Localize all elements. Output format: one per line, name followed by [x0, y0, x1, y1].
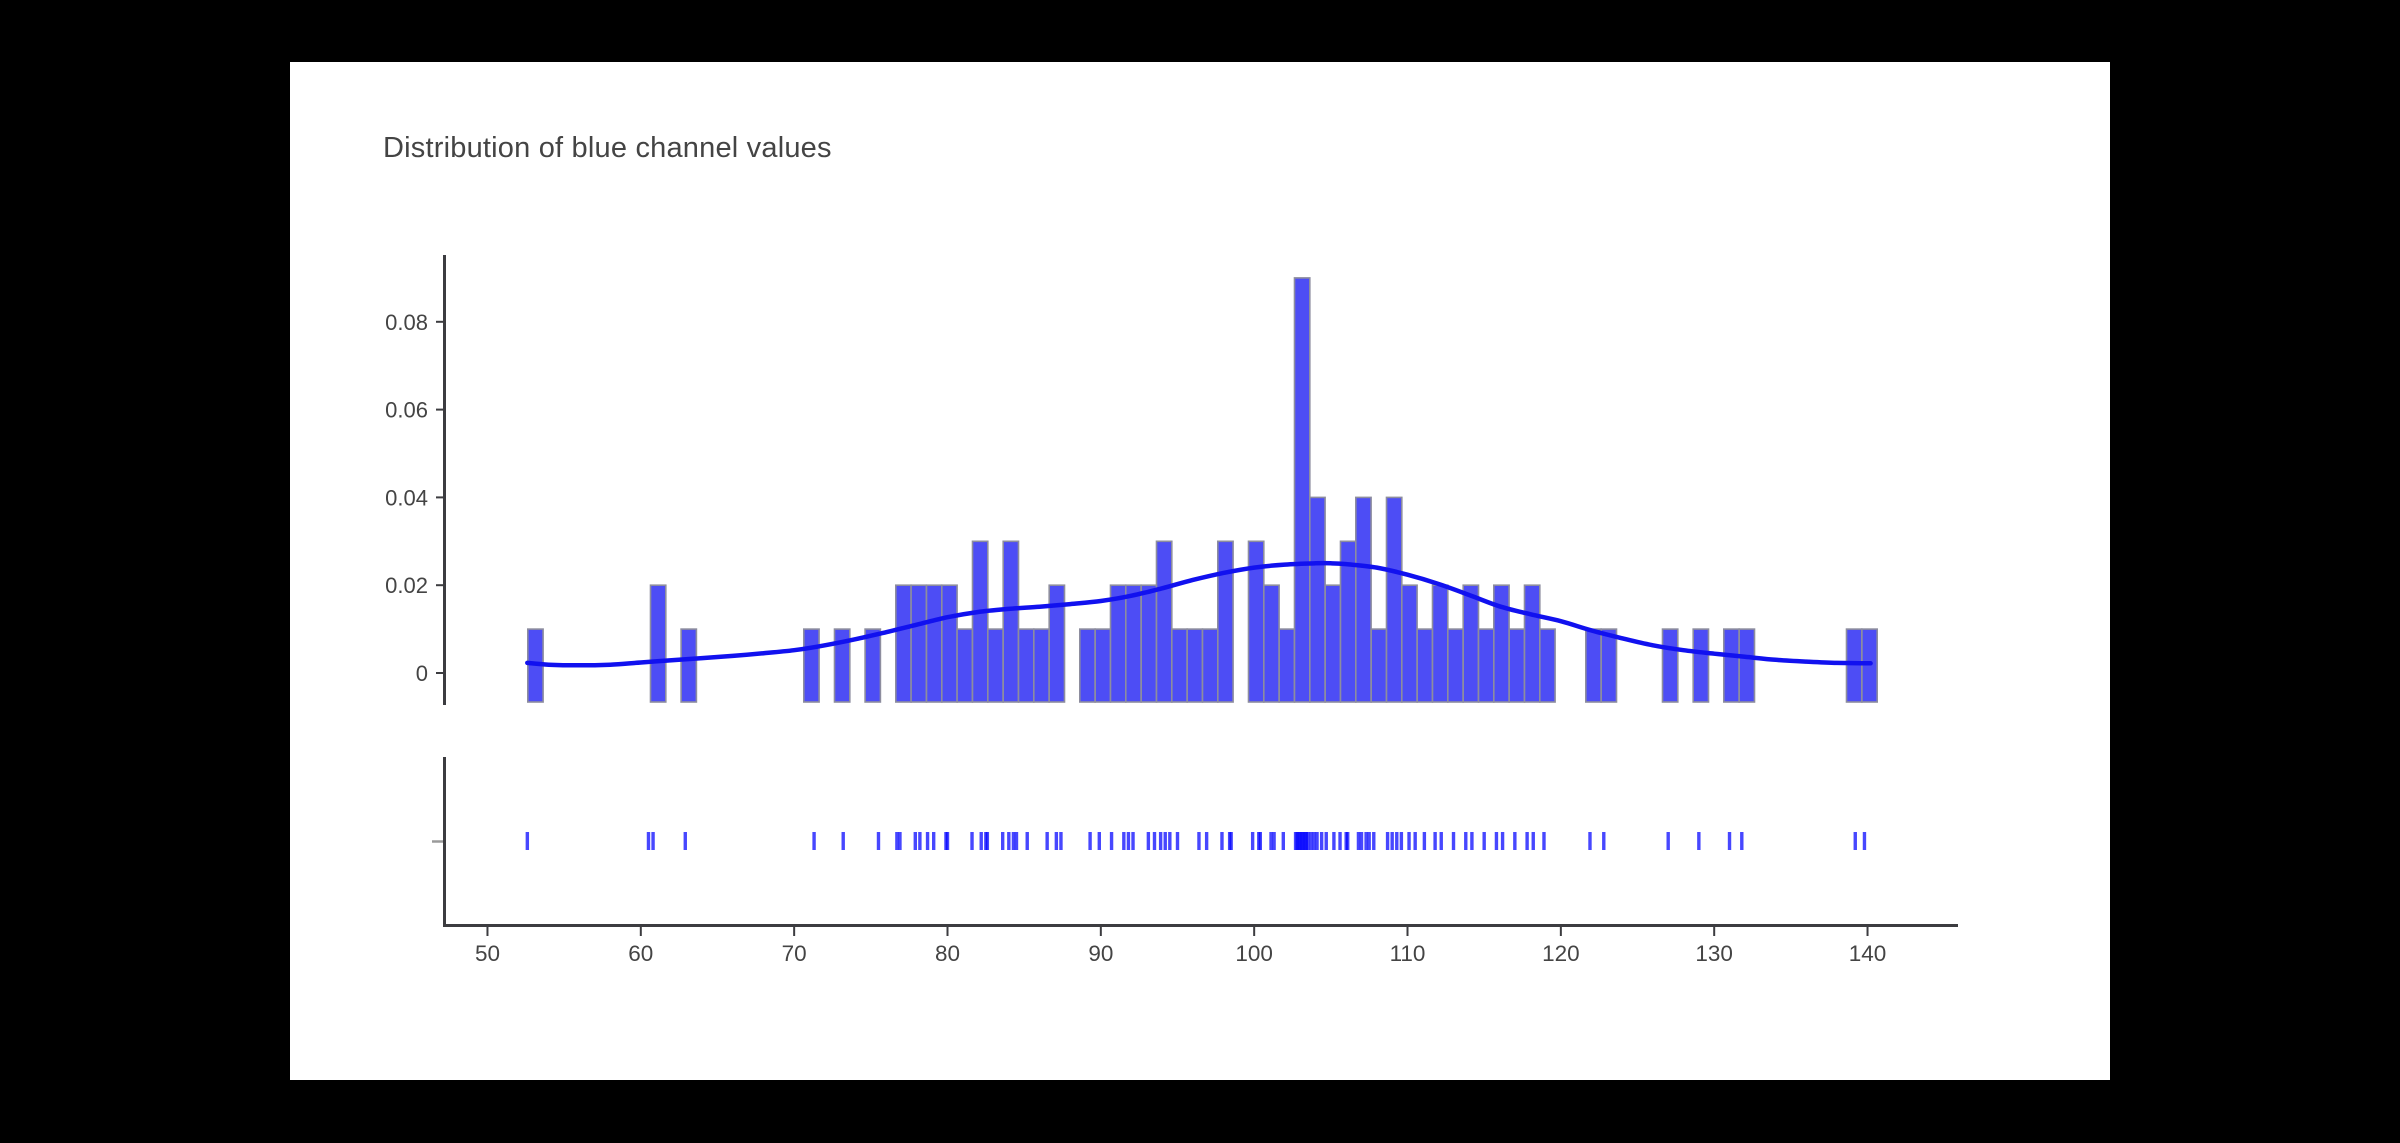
- histogram-bar[interactable]: [1278, 628, 1296, 703]
- histogram-bar[interactable]: [1539, 628, 1556, 703]
- histogram-bar[interactable]: [1293, 277, 1311, 703]
- histogram-bar[interactable]: [680, 628, 698, 703]
- histogram-bar[interactable]: [1263, 584, 1280, 703]
- histogram-bar[interactable]: [1324, 584, 1342, 703]
- histogram-bar[interactable]: [1033, 628, 1050, 703]
- histogram-bar[interactable]: [1723, 628, 1740, 703]
- chart-title: Distribution of blue channel values: [383, 132, 832, 164]
- x-tick-label: 60: [628, 941, 653, 966]
- histogram-bar[interactable]: [1431, 584, 1449, 703]
- histogram-bar[interactable]: [1355, 496, 1372, 703]
- histogram-bar[interactable]: [1845, 628, 1863, 703]
- histogram-bar[interactable]: [1186, 628, 1204, 703]
- histogram-bar[interactable]: [1309, 496, 1326, 703]
- histogram-bar[interactable]: [1002, 540, 1020, 703]
- histogram-bar[interactable]: [1079, 628, 1096, 703]
- histogram-bar[interactable]: [1692, 628, 1710, 703]
- histogram-bar[interactable]: [802, 628, 820, 703]
- x-tick-label: 70: [782, 941, 807, 966]
- histogram-bar[interactable]: [1447, 628, 1464, 703]
- histogram-bar[interactable]: [1493, 584, 1510, 703]
- histogram-bar[interactable]: [1109, 584, 1127, 703]
- figure-card: [290, 62, 2110, 1080]
- histogram-bar[interactable]: [971, 540, 989, 703]
- histogram-bar[interactable]: [1401, 584, 1418, 703]
- histogram-bar[interactable]: [1048, 584, 1066, 703]
- histogram-bar[interactable]: [956, 628, 974, 703]
- y-tick-label: 0.08: [385, 310, 428, 335]
- x-tick-label: 80: [935, 941, 960, 966]
- y-tick-label: 0.06: [385, 398, 428, 423]
- x-tick-label: 140: [1849, 941, 1887, 966]
- histogram-bar[interactable]: [1508, 628, 1526, 703]
- histogram-bar[interactable]: [1217, 540, 1234, 703]
- histogram-bar[interactable]: [925, 584, 943, 703]
- histogram-bar[interactable]: [1661, 628, 1679, 703]
- y-tick-label: 0.02: [385, 573, 428, 598]
- x-tick-label: 130: [1695, 941, 1733, 966]
- histogram-bar[interactable]: [940, 584, 958, 703]
- histogram-bar[interactable]: [1017, 628, 1035, 703]
- histogram-bar[interactable]: [1140, 584, 1158, 703]
- x-tick-label: 50: [475, 941, 500, 966]
- histogram-bar[interactable]: [1477, 628, 1495, 703]
- histogram-bar[interactable]: [1370, 628, 1388, 703]
- histogram-bar[interactable]: [1585, 628, 1602, 703]
- x-tick-label: 100: [1235, 941, 1273, 966]
- histogram-bar[interactable]: [1385, 496, 1403, 703]
- histogram-bar[interactable]: [649, 584, 667, 703]
- histogram-bar[interactable]: [1523, 584, 1541, 703]
- histogram-bar[interactable]: [1861, 628, 1879, 703]
- histogram-bar[interactable]: [1094, 628, 1112, 703]
- histogram-bar[interactable]: [1462, 584, 1480, 703]
- histogram-bar[interactable]: [1171, 628, 1188, 703]
- histogram-bar[interactable]: [910, 584, 928, 703]
- kde-curve[interactable]: [525, 560, 1873, 668]
- histogram-bar[interactable]: [1201, 628, 1219, 703]
- histogram-bar[interactable]: [1600, 628, 1618, 703]
- histogram-bar[interactable]: [1738, 628, 1756, 703]
- histogram-bar[interactable]: [1416, 628, 1434, 703]
- x-tick-label: 110: [1390, 941, 1426, 966]
- y-tick-label: 0.04: [385, 485, 428, 510]
- histogram-bar[interactable]: [986, 628, 1004, 703]
- histogram-bar[interactable]: [1125, 584, 1142, 703]
- histogram-bar[interactable]: [894, 584, 912, 703]
- y-tick-label: 0: [416, 661, 428, 686]
- x-tick-label: 120: [1542, 941, 1580, 966]
- histogram-bar[interactable]: [1155, 540, 1173, 703]
- histogram-bar[interactable]: [864, 628, 882, 703]
- histogram-bar[interactable]: [833, 628, 851, 703]
- x-tick-label: 90: [1088, 941, 1113, 966]
